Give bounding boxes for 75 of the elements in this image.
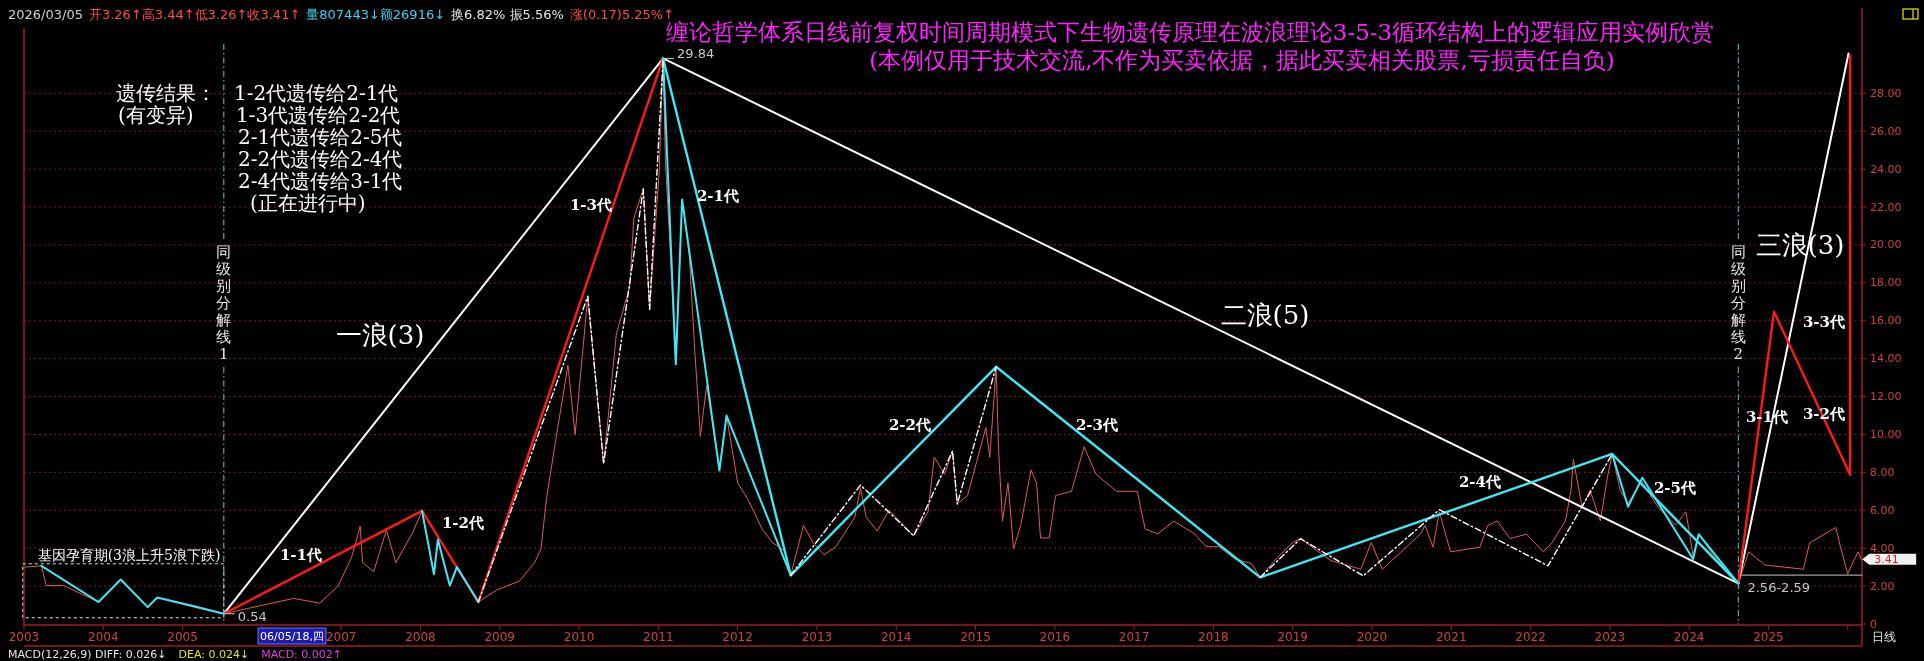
y-tick-label: 2.00 <box>1870 579 1895 593</box>
annotation: (正在进行中) <box>250 191 366 215</box>
ref-line-label: 同级别分解线2 <box>1730 243 1746 363</box>
y-tick-label: 24.00 <box>1870 162 1902 176</box>
annotation: 2-4代遗传给3-1代 <box>238 169 403 193</box>
annotation: 1-3代遗传给2-2代 <box>236 103 401 127</box>
x-tick-label: 2004 <box>88 630 119 644</box>
annotation: 基因孕育期(3浪上升5浪下跌) <box>37 547 221 563</box>
annotation: 2-1代 <box>696 187 740 205</box>
annotation: 1-1代 <box>279 546 323 564</box>
annotation: 量807443↓额26916↓ <box>306 6 446 22</box>
y-tick-label: 26.00 <box>1870 124 1902 138</box>
text: MACD: 0.002↑ <box>261 647 343 661</box>
y-tick-label: 20.00 <box>1870 238 1902 252</box>
annotation: 2.56-2.59 <box>1747 579 1811 595</box>
y-tick-label: 10.00 <box>1870 427 1902 441</box>
text: (本例仅用于技术交流,不作为买卖依据，据此买卖相关股票,亏损责任自负) <box>869 47 1615 73</box>
annotation: 涨(0.17)5.25%↑ <box>569 6 675 22</box>
annotation: 0.54 <box>237 609 267 625</box>
y-tick-label: 28.00 <box>1870 86 1902 100</box>
x-tick-label: 2015 <box>960 630 991 644</box>
x-tick-label: 2009 <box>484 630 516 644</box>
x-tick-label: 2013 <box>801 630 833 644</box>
annotation: 1-2代遗传给2-1代 <box>234 81 399 105</box>
x-tick-label: 2012 <box>722 630 753 644</box>
annotation: 遗传结果： <box>116 81 216 105</box>
annotation: 2026/03/05 <box>8 6 83 22</box>
annotation: 换6.82% 振5.56% <box>451 6 564 22</box>
annotation: 2-5代 <box>1653 479 1697 497</box>
y-tick-label: 16.00 <box>1870 314 1902 328</box>
annotation: 二浪(5) <box>1220 300 1310 330</box>
annotation: 3-3代 <box>1802 313 1846 331</box>
annotation: 2-2代 <box>888 416 932 434</box>
y-tick-label: 4.00 <box>1870 541 1895 555</box>
x-tick-label: 2005 <box>167 630 198 644</box>
annotation: 2-3代 <box>1075 416 1119 434</box>
x-tick-label: 2008 <box>405 630 436 644</box>
text: MACD(12,26,9) DIFF: 0.026↓ <box>8 647 167 661</box>
x-tick-label: 2007 <box>325 630 357 644</box>
y-tick-label: 8.00 <box>1870 465 1895 479</box>
annotation: 一浪(3) <box>335 320 425 350</box>
y-tick-label: 12.00 <box>1870 390 1902 404</box>
x-tick-label: 2014 <box>880 630 912 644</box>
y-tick-label: 6.00 <box>1870 503 1895 517</box>
annotation: 开3.26↑高3.44↑低3.26↑收3.41↑ <box>88 6 301 22</box>
x-tick-label: 2020 <box>1356 630 1388 644</box>
x-tick-label: 2011 <box>643 630 674 644</box>
y-tick-label: 22.00 <box>1870 200 1902 214</box>
x-tick-label: 2017 <box>1118 630 1150 644</box>
x-tick-label: 2018 <box>1198 630 1229 644</box>
x-tick-label: 2019 <box>1277 630 1308 644</box>
annotation: 2-2代遗传给2-4代 <box>238 147 403 171</box>
text: 缠论哲学体系日线前复权时间周期模式下生物遗传原理在波浪理论3-5-3循环结构上的逻辑应用实例欣赏 <box>665 19 1715 45</box>
annotation: 三浪(3) <box>1755 230 1845 260</box>
annotation: 2-4代 <box>1458 473 1502 491</box>
text: DEA: 0.024↓ <box>178 647 250 661</box>
x-tick-label: 2022 <box>1515 630 1546 644</box>
x-tick-label: 2023 <box>1594 630 1626 644</box>
annotation: 2-1代遗传给2-5代 <box>238 125 403 149</box>
x-tick-label: 2021 <box>1435 630 1467 644</box>
annotation: 3.41 <box>1874 552 1899 566</box>
annotation: 29.84 <box>677 45 715 61</box>
annotation: (有变异) <box>118 103 194 127</box>
annotation: 1-2代 <box>441 514 485 532</box>
y-tick-label: 0 <box>1870 617 1877 631</box>
x-tick-label: 2025 <box>1753 630 1784 644</box>
ref-line-label: 同级别分解线1 <box>216 243 232 363</box>
x-tick-label: 2003 <box>8 630 40 644</box>
y-tick-label: 18.00 <box>1870 276 1902 290</box>
x-tick-label: 2016 <box>1039 630 1071 644</box>
x-tick-label: 2010 <box>563 630 595 644</box>
y-tick-label: 14.00 <box>1870 352 1902 366</box>
x-tick-label: 2024 <box>1673 630 1705 644</box>
annotation: 1-3代 <box>569 196 613 214</box>
text: 日线 <box>1872 630 1896 644</box>
